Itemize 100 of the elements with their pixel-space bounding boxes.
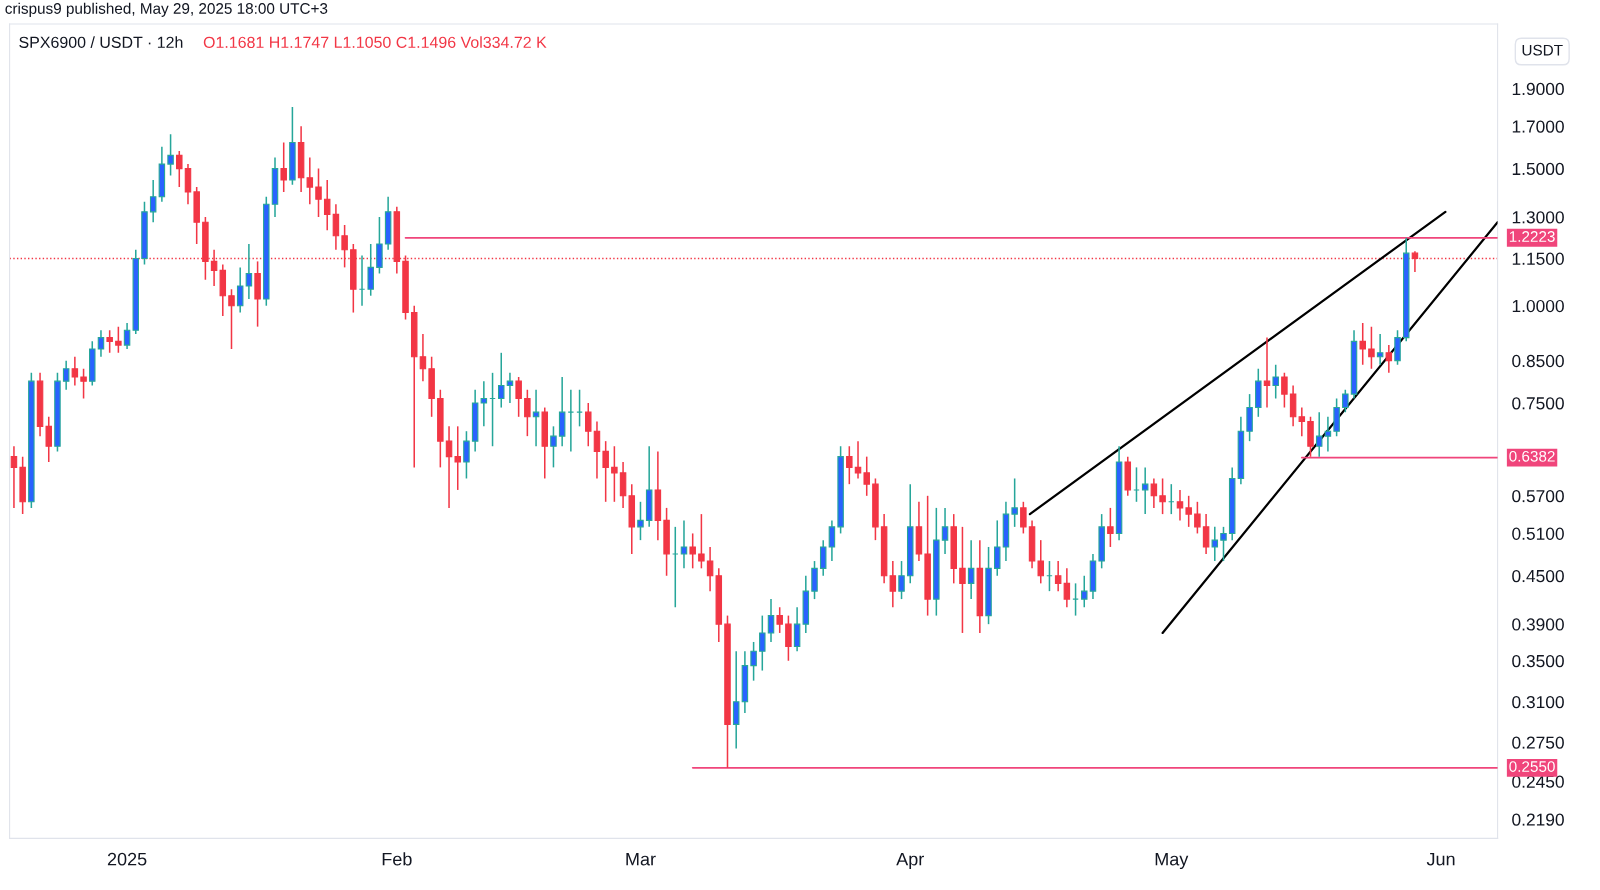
candlestick [280,141,287,193]
candlestick [558,376,566,448]
candlestick [228,288,235,350]
y-tick-label: 0.2750 [1512,736,1564,749]
candlestick [1054,560,1062,592]
y-tick-label: 1.3000 [1512,211,1564,224]
candlestick [315,167,322,218]
candlestick [776,606,783,634]
candlestick [167,133,174,177]
candlestick [793,606,801,652]
candlestick [515,376,522,418]
data-label: 0.2550 [1509,761,1555,772]
y-tick-label: 0.4500 [1512,569,1564,583]
candlestick [524,388,531,437]
candlestick [332,203,340,251]
candlestick [680,519,688,570]
candlestick [115,325,122,354]
candlestick [828,519,836,562]
candlestick [445,425,453,509]
candlestick [846,445,853,485]
candlestick [1315,411,1323,458]
candlestick [1342,388,1349,413]
candlestick [10,445,18,509]
candlestick [593,420,601,480]
candlestick [1246,393,1253,442]
candlestick [1368,325,1375,370]
candlestick [1159,477,1166,515]
candlestick [367,243,374,297]
candlestick [1385,344,1393,374]
candlestick [419,333,427,382]
candlestick [245,243,253,300]
y-tick-label: 0.2190 [1512,813,1564,826]
candlestick [611,445,618,503]
candlestick [1376,333,1384,366]
candlestick [149,179,157,223]
y-tick-label: 0.5700 [1512,489,1564,503]
candlestick [941,507,949,555]
candlestick [889,560,897,609]
candlestick [184,163,192,205]
candlestick [376,216,383,275]
candlestick [1185,495,1192,528]
candlestick [759,614,766,672]
candlestick [1037,539,1045,585]
candlestick [1194,501,1201,535]
candlestick [80,367,87,400]
candlestick [71,355,79,387]
candlestick [45,416,53,463]
data-label: 1.2223 [1509,231,1555,242]
candlestick [1394,329,1401,366]
y-tick-label: 1.9000 [1512,82,1564,96]
candlestick [706,546,714,592]
candlestick [306,156,314,205]
candlestick [602,440,609,503]
candlestick [819,539,827,577]
candlestick [585,402,592,448]
candlestick [1289,384,1297,428]
candlestick [863,455,870,497]
y-tick-label: 1.5000 [1512,162,1564,176]
candlestick [1063,567,1071,609]
candlestick [463,430,470,480]
y-tick-label: 0.3100 [1512,695,1564,709]
candlestick [767,598,775,643]
candlestick [959,526,966,634]
candlestick [323,179,331,232]
text: O1.1681 H1.1747 L1.1050 C1.1496 Vol334.72 K [203,36,547,48]
text: SPX6900 / USDT · 12h [19,36,183,48]
candlestick [1220,526,1227,562]
text: crispus9 published, May 29, 2025 18:00 UTC+3 [5,2,328,17]
x-tick-label: Feb [382,852,412,866]
candlestick [698,513,705,570]
candlestick [123,322,131,350]
candlestick [1298,406,1306,437]
candlestick [811,560,818,600]
candlestick [732,650,740,750]
candlestick [176,150,183,188]
x-tick-label: May [1155,852,1189,870]
candlestick [1281,372,1288,409]
candlestick [97,329,105,358]
candlestick [1081,574,1088,609]
candlestick [993,519,1001,577]
x-tick-label: Apr [896,852,924,870]
y-tick-label: 0.7500 [1512,397,1564,410]
candlestick [1011,477,1018,528]
candlestick [637,501,644,541]
x-tick-label: 2025 [107,852,147,866]
candlestick [236,266,244,314]
y-tick-label: 0.8500 [1512,354,1564,368]
candlestick [854,440,862,480]
candlestick [1020,501,1027,535]
y-tick-label: 0.3500 [1512,654,1564,668]
y-tick-label: 0.3900 [1512,618,1564,631]
candlestick [497,352,505,409]
candlestick [106,329,113,354]
candlestick [967,539,975,600]
y-tick-label: 1.0000 [1512,299,1564,313]
candlestick [1333,397,1340,437]
candlestick [1324,416,1332,453]
candlestick [750,641,757,682]
candlestick [550,425,557,469]
data-label: 0.6382 [1509,450,1555,462]
